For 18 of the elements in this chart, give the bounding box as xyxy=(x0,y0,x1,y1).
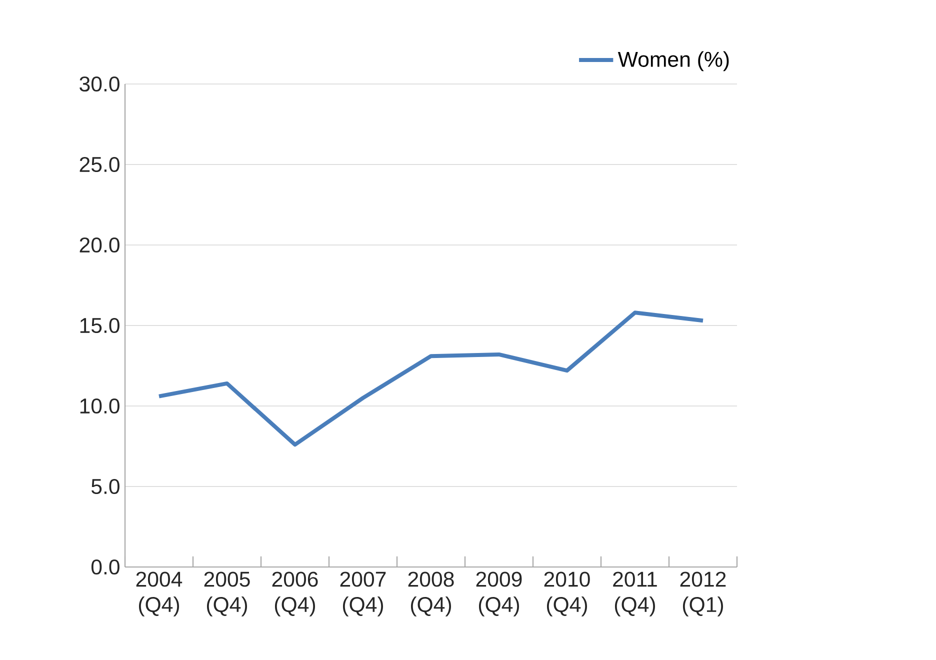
x-tick-label: 2004 (Q4) xyxy=(136,572,182,616)
x-tick-label: 2008 (Q4) xyxy=(408,572,454,616)
y-tick-label: 30.0 xyxy=(80,76,120,92)
y-tick-label: 25.0 xyxy=(80,156,120,172)
x-tick-label: 2012 (Q1) xyxy=(680,572,726,616)
x-tick-label: 2006 (Q4) xyxy=(272,572,318,616)
y-tick-label: 0.0 xyxy=(91,559,120,575)
y-tick-label: 5.0 xyxy=(92,478,120,494)
y-tick-label: 20.0 xyxy=(80,237,120,253)
line-series xyxy=(157,310,705,447)
y-tick-label: 15.0 xyxy=(80,318,120,334)
y-tick-label: 10.0 xyxy=(80,398,120,414)
x-tick-label: 2007 (Q4) xyxy=(340,572,386,616)
x-tick-label: 2010 (Q4) xyxy=(544,572,590,616)
x-tick-label: 2009 (Q4) xyxy=(476,572,522,616)
x-tick-label: 2005 (Q4) xyxy=(204,572,250,616)
legend-label: Women (%) xyxy=(618,51,729,72)
x-tick-label: 2011 (Q4) xyxy=(613,572,657,616)
